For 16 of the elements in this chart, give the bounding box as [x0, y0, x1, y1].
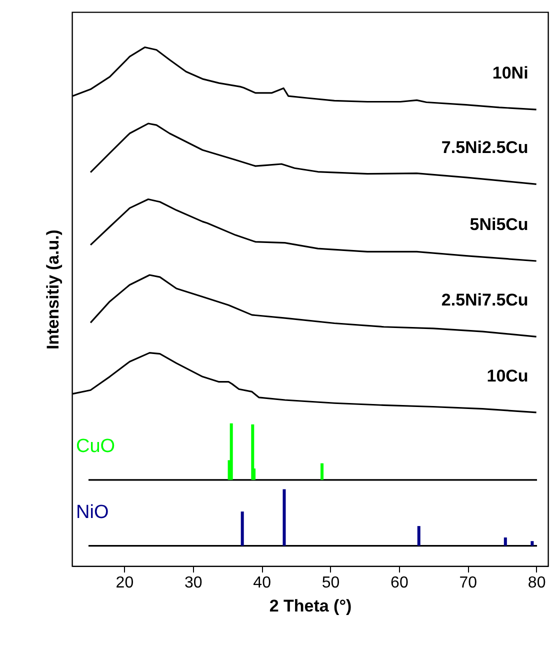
x-tick-label: 70	[459, 574, 478, 592]
x-tick-label: 40	[253, 574, 272, 592]
x-tick-label: 80	[528, 574, 546, 592]
x-tick-label: 60	[390, 574, 408, 592]
y-axis-title: Intensitiy (a.u.)	[44, 230, 62, 350]
x-tick-label: 30	[184, 574, 202, 592]
series-label: 10Ni	[492, 64, 528, 83]
series-label: 10Cu	[486, 366, 528, 386]
series-label: 7.5Ni2.5Cu	[441, 138, 528, 158]
x-axis-title: 2 Theta (°)	[269, 596, 352, 616]
x-tick-label: 20	[116, 574, 134, 592]
series-label: 2.5Ni7.5Cu	[441, 290, 528, 310]
text: CuO	[76, 436, 116, 457]
series-label: 5Ni5Cu	[470, 214, 528, 234]
x-tick-label: 50	[322, 574, 340, 592]
text: NiO	[76, 502, 109, 523]
